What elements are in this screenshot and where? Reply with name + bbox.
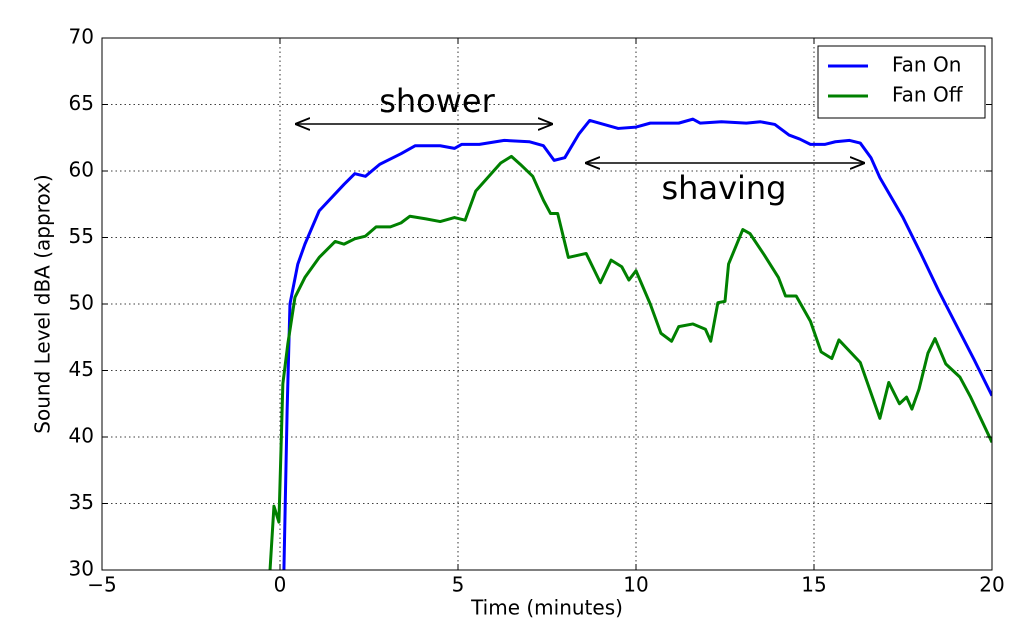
data-line (282, 117, 992, 570)
x-tick-label: 5 (452, 573, 465, 597)
legend-label: Fan On (892, 53, 961, 77)
y-tick-label: 50 (69, 291, 94, 315)
annotation: shaving (662, 169, 787, 207)
y-tick-label: 70 (69, 25, 94, 49)
y-tick-label: 65 (69, 91, 94, 115)
y-tick-label: 55 (69, 224, 94, 248)
annotation: shower (379, 82, 495, 120)
y-tick-label: 35 (69, 490, 94, 514)
y-tick-label: 60 (69, 158, 94, 182)
legend-label: Fan Off (892, 83, 964, 107)
y-axis-label: Sound Level dBA (approx) (31, 174, 55, 433)
x-tick-label: 15 (801, 573, 826, 597)
y-tick-label: 30 (69, 557, 94, 581)
x-axis-label: Time (minutes) (470, 596, 623, 620)
x-tick-label: −5 (87, 573, 116, 597)
y-tick-label: 45 (69, 357, 94, 381)
x-tick-label: 20 (979, 573, 1004, 597)
data-line (268, 154, 992, 570)
y-tick-label: 40 (69, 424, 94, 448)
x-tick-label: 10 (623, 573, 648, 597)
x-tick-label: 0 (274, 573, 287, 597)
legend-box (817, 45, 986, 119)
